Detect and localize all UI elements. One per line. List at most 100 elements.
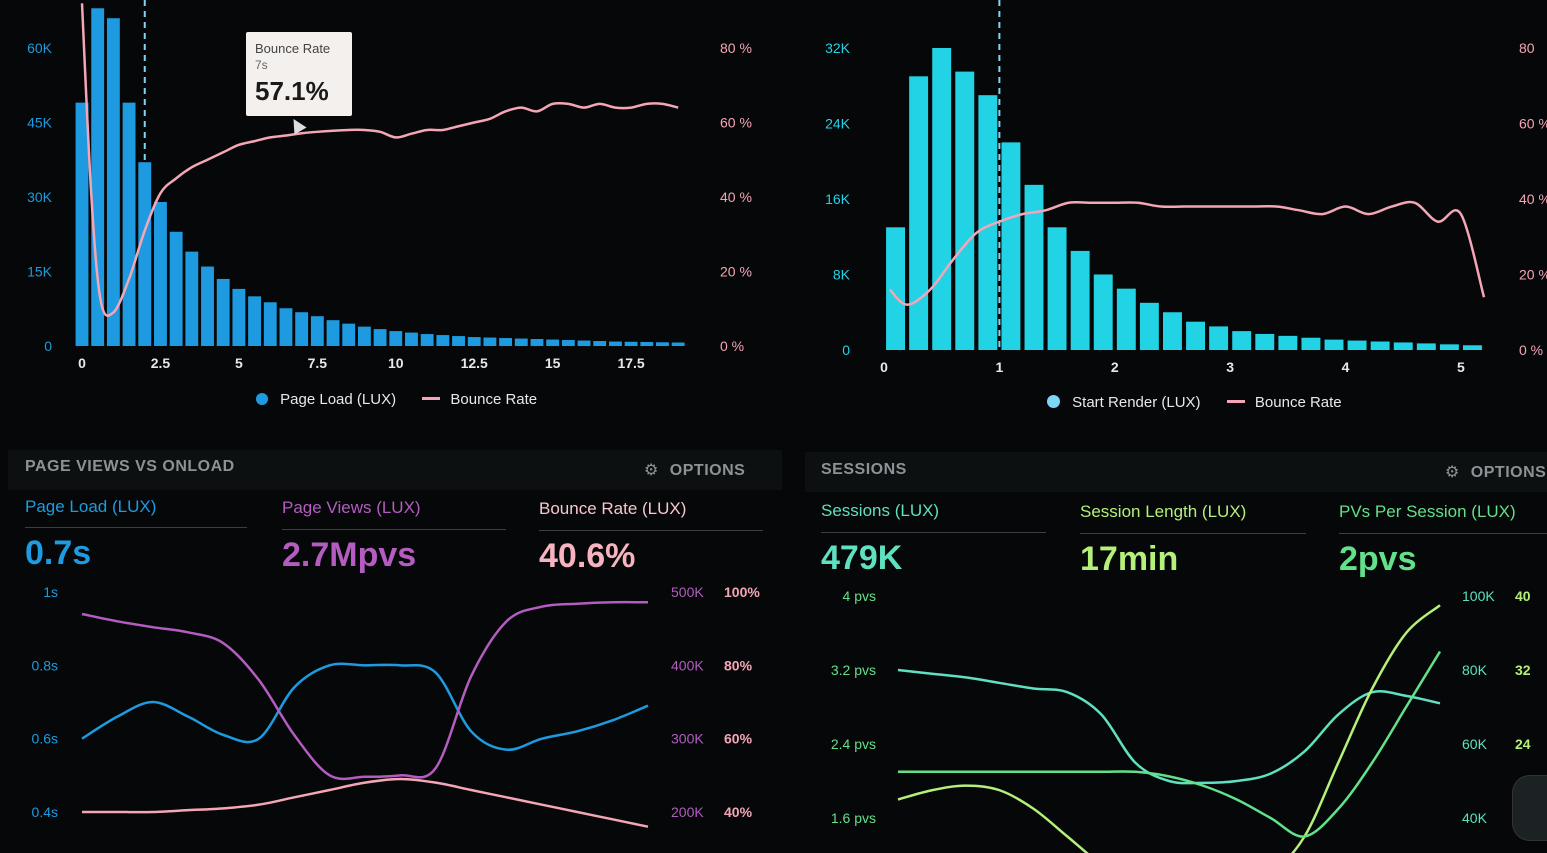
y-tick-label: 4 pvs bbox=[843, 588, 876, 604]
metric-divider bbox=[25, 527, 247, 528]
series-line bbox=[81, 777, 649, 828]
y2-tick-label: 80K bbox=[1462, 662, 1488, 678]
page-load-histogram-chart: 0 15K 30K 45K 60K 0 % 20 % 40 % 60 % 80 % 0 2.5 5 7.5… bbox=[27, 0, 752, 371]
start-render-histogram-chart: 0 8K 16K 24K 32K 0 % 20 % 40 % 60 % 80 0 1 2 3 4 5 bbox=[825, 0, 1547, 375]
y3-tick-label: 24 bbox=[1515, 736, 1531, 752]
options-button[interactable]: ⚙ OPTIONS bbox=[644, 460, 745, 480]
y-tick-label: 60K bbox=[27, 40, 53, 56]
y3-tick-label: 60% bbox=[724, 731, 753, 747]
tooltip-title: Bounce Rate bbox=[255, 41, 331, 56]
metric-divider bbox=[821, 532, 1046, 533]
options-label: OPTIONS bbox=[669, 462, 746, 479]
histogram-bar bbox=[1024, 184, 1044, 350]
histogram-bar bbox=[436, 335, 450, 346]
y2-tick-label: 40 % bbox=[1519, 191, 1547, 207]
histogram-bar bbox=[452, 336, 465, 346]
x-tick-label: 2.5 bbox=[151, 355, 171, 371]
y-tick-label: 0.4s bbox=[32, 804, 58, 820]
histogram-bar bbox=[932, 48, 952, 350]
metric-divider bbox=[282, 529, 506, 530]
x-tick-label: 2 bbox=[1111, 359, 1119, 375]
y-tick-label: 0.8s bbox=[32, 657, 58, 673]
y2-tick-label: 60K bbox=[1462, 736, 1488, 752]
histogram-bar bbox=[1116, 288, 1136, 350]
histogram-bar bbox=[909, 76, 929, 350]
legend-top-left: Page Load (LUX) Bounce Rate bbox=[256, 391, 537, 408]
panel-header-page-views bbox=[8, 450, 782, 490]
y2-tick-label: 60 % bbox=[1519, 116, 1547, 132]
histogram-bar bbox=[1255, 333, 1275, 350]
gear-icon: ⚙ bbox=[644, 462, 659, 479]
histogram-bar bbox=[248, 296, 262, 346]
gear-icon: ⚙ bbox=[1445, 464, 1460, 481]
y2-tick-label: 40K bbox=[1462, 810, 1488, 826]
histogram-bar bbox=[593, 341, 607, 346]
histogram-bar bbox=[405, 332, 418, 346]
legend-label: Page Load (LUX) bbox=[280, 391, 397, 408]
histogram-bar bbox=[295, 312, 309, 346]
histogram-bar bbox=[357, 326, 371, 346]
tooltip-value: 57.1% bbox=[255, 76, 329, 106]
histogram-bar bbox=[1324, 339, 1344, 350]
y-tick-label: 15K bbox=[27, 264, 53, 280]
histogram-bar bbox=[216, 278, 230, 346]
bounce-rate-line bbox=[888, 200, 1486, 306]
x-tick-label: 10 bbox=[388, 355, 404, 371]
histogram-bar bbox=[1347, 340, 1367, 350]
histogram-bar bbox=[546, 339, 560, 346]
metric-value-page-load: 0.7s bbox=[25, 534, 92, 572]
sessions-chart: 1.6 pvs 2.4 pvs 3.2 pvs 4 pvs 40K 60K 80K 100K 2… bbox=[831, 588, 1531, 853]
histogram-bar bbox=[1370, 341, 1390, 350]
scroll-button[interactable] bbox=[1512, 775, 1547, 841]
y2-tick-label: 40 % bbox=[720, 189, 752, 205]
metric-divider bbox=[1080, 533, 1306, 534]
histogram-bar bbox=[310, 316, 324, 346]
y-tick-label: 16K bbox=[825, 191, 851, 207]
y3-tick-label: 32 bbox=[1515, 662, 1531, 678]
series-line bbox=[81, 600, 649, 781]
histogram-bar bbox=[955, 71, 975, 350]
x-tick-label: 7.5 bbox=[308, 355, 328, 371]
y3-tick-label: 80% bbox=[724, 657, 753, 673]
histogram-bar bbox=[232, 288, 246, 346]
panel-header-sessions bbox=[805, 452, 1547, 492]
histogram-bar bbox=[420, 334, 434, 346]
histogram-bar bbox=[1047, 227, 1067, 350]
y2-tick-label: 0 % bbox=[1519, 342, 1543, 358]
y2-tick-label: 80 % bbox=[720, 40, 752, 56]
legend-dot-icon bbox=[1047, 395, 1060, 408]
options-button[interactable]: ⚙ OPTIONS bbox=[1445, 462, 1546, 482]
y-tick-label: 8K bbox=[833, 267, 851, 283]
y-tick-label: 45K bbox=[27, 115, 53, 131]
histogram-bar bbox=[1439, 344, 1459, 350]
histogram-bar bbox=[1093, 274, 1113, 350]
y-tick-label: 30K bbox=[27, 189, 53, 205]
metric-value-bounce-rate: 40.6% bbox=[539, 537, 636, 575]
y-tick-label: 0 bbox=[44, 338, 52, 354]
histogram-bar bbox=[1301, 337, 1321, 350]
histogram-bar bbox=[154, 201, 167, 346]
histogram-bar bbox=[1209, 326, 1229, 350]
histogram-bar bbox=[201, 266, 214, 346]
y2-tick-label: 500K bbox=[671, 584, 704, 600]
histogram-bar bbox=[279, 308, 293, 346]
histogram-bar bbox=[624, 341, 638, 346]
histogram-bar bbox=[530, 339, 544, 346]
y-tick-label: 32K bbox=[825, 40, 851, 56]
histogram-bar bbox=[1463, 345, 1482, 350]
x-tick-label: 17.5 bbox=[617, 355, 644, 371]
series-line bbox=[897, 650, 1442, 838]
x-tick-label: 3 bbox=[1226, 359, 1234, 375]
tooltip: Bounce Rate 7s 57.1% bbox=[246, 32, 352, 116]
histogram-bar bbox=[577, 340, 591, 346]
histogram-bar bbox=[483, 337, 497, 346]
histogram-bar bbox=[75, 102, 89, 346]
y3-tick-label: 100% bbox=[724, 584, 760, 600]
histogram-bar bbox=[467, 337, 481, 346]
histogram-bar bbox=[886, 227, 905, 350]
histogram-bar bbox=[326, 320, 340, 346]
y-tick-label: 1.6 pvs bbox=[831, 810, 876, 826]
histogram-bar bbox=[389, 331, 403, 346]
histogram-bar bbox=[671, 342, 685, 346]
y-tick-label: 0.6s bbox=[32, 731, 58, 747]
